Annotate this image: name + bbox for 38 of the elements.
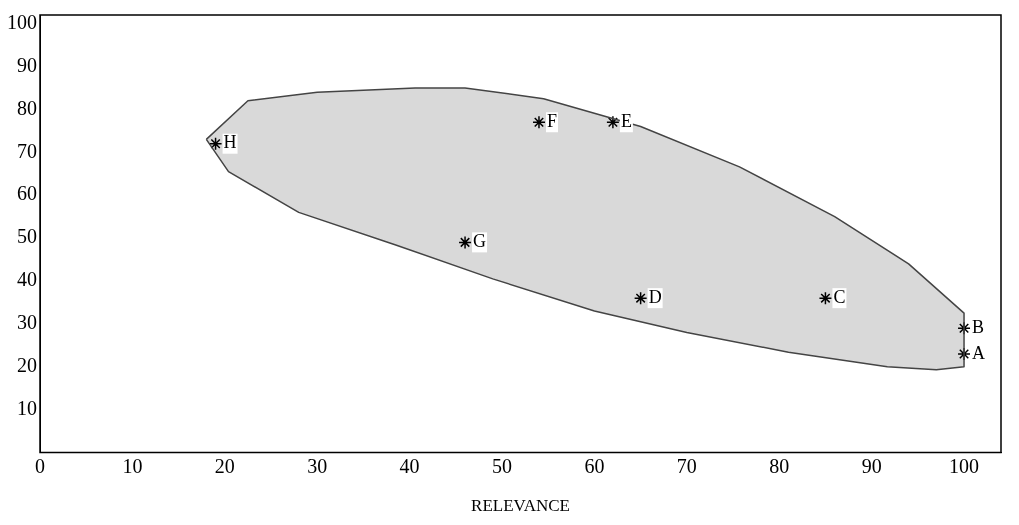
point	[208, 136, 223, 151]
annotation: H	[223, 132, 237, 153]
x-tick-label: 80	[769, 454, 790, 477]
annotation: F	[546, 110, 557, 131]
point	[633, 291, 648, 305]
x-tick-label: 20	[214, 454, 235, 477]
x-tick-label: 100	[949, 454, 980, 477]
point	[606, 115, 620, 130]
x-tick-label: 70	[676, 454, 697, 477]
y-tick-label: 80	[17, 96, 37, 119]
y-tick-label: 90	[17, 53, 37, 76]
point	[957, 321, 971, 335]
point	[818, 291, 833, 305]
y-tick-label: 10	[17, 396, 37, 419]
x-tick-label: 0	[35, 454, 45, 477]
annotation: D	[648, 286, 662, 307]
y-tick-label: 40	[17, 268, 37, 291]
x-axis-title: RELEVANCE	[471, 496, 570, 516]
x-tick-label: 10	[122, 454, 143, 477]
x-tick-label: 30	[307, 454, 328, 477]
annotation: A	[972, 342, 986, 363]
x-tick-label: 50	[492, 454, 513, 477]
annotation: C	[833, 286, 846, 307]
y-tick-label: 20	[17, 354, 37, 377]
y-tick-label: 30	[17, 311, 37, 334]
y-tick-label: 70	[17, 139, 37, 162]
y-tick-label: 50	[17, 225, 37, 248]
x-tick-label: 90	[861, 454, 882, 477]
x-tick-label: 40	[399, 454, 420, 477]
y-tick-label: 60	[17, 182, 37, 205]
annotation: E	[620, 110, 632, 131]
point	[458, 235, 472, 250]
annotation: B	[972, 316, 985, 337]
point	[532, 115, 546, 130]
point	[957, 347, 971, 361]
annotation: G	[473, 231, 487, 252]
x-tick-label: 60	[584, 454, 605, 477]
y-tick-label: 100	[7, 10, 37, 33]
